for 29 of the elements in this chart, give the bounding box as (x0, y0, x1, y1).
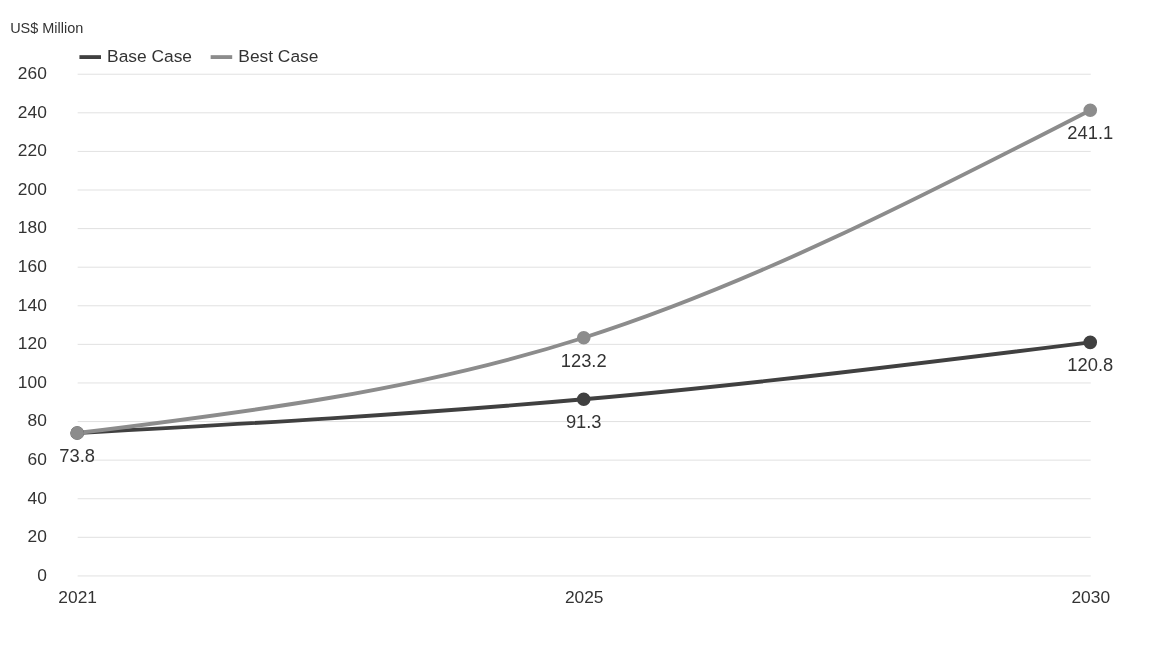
y-tick-label: 180 (17, 217, 47, 238)
y-tick-label: 140 (17, 294, 47, 315)
y-tick-label: 260 (17, 63, 47, 84)
y-tick-label: 80 (27, 410, 47, 431)
data-label: 123.2 (560, 349, 607, 371)
data-label: 241.1 (1067, 122, 1114, 144)
point (1083, 103, 1098, 118)
y-tick-label: 160 (17, 256, 47, 277)
data-label: 73.8 (59, 444, 96, 466)
data-label: 91.3 (565, 411, 602, 433)
point (1083, 335, 1098, 350)
legend-label: Best Case (238, 45, 319, 66)
y-tick-label: 20 (27, 526, 47, 547)
y-tick-label: 40 (27, 487, 47, 508)
point (576, 392, 591, 407)
y-tick-label: 120 (17, 333, 47, 354)
point (576, 330, 591, 345)
y-tick-label: 100 (17, 371, 47, 392)
legend-label: Base Case (107, 45, 193, 66)
y-axis-title: US$ Million (10, 19, 84, 36)
y-tick-label: 200 (17, 178, 47, 199)
y-tick-label: 220 (17, 140, 47, 161)
y-tick-label: 0 (37, 564, 47, 585)
y-tick-label: 60 (27, 448, 47, 469)
x-tick-label: 2021 (58, 586, 97, 607)
y-tick-label: 240 (17, 101, 47, 122)
data-label: 120.8 (1067, 354, 1114, 376)
x-tick-label: 2025 (564, 586, 604, 607)
x-tick-label: 2030 (1071, 586, 1111, 607)
